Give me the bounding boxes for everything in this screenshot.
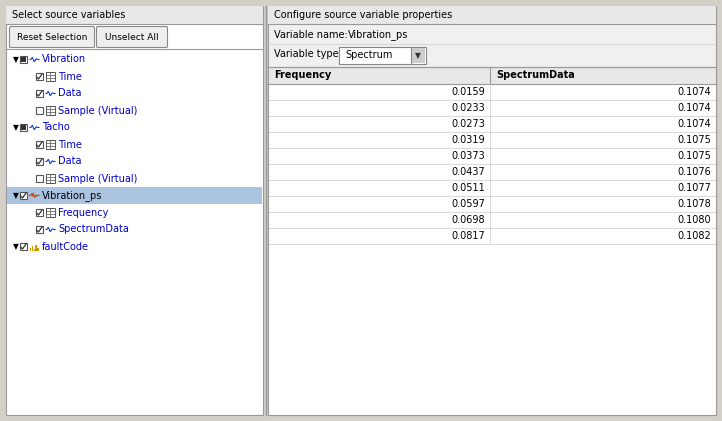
- Bar: [46, 174, 55, 183]
- Bar: [35, 73, 43, 80]
- Bar: [46, 208, 55, 217]
- Text: 0.1075: 0.1075: [677, 151, 711, 161]
- Bar: [20, 57, 25, 62]
- Text: 0.1075: 0.1075: [677, 135, 711, 145]
- Bar: [35, 226, 43, 233]
- Bar: [19, 243, 27, 250]
- Text: SpectrumData: SpectrumData: [496, 70, 575, 80]
- Text: 0.1077: 0.1077: [677, 183, 711, 193]
- FancyBboxPatch shape: [339, 47, 426, 64]
- Bar: [46, 106, 55, 115]
- Text: 0.0159: 0.0159: [451, 87, 484, 97]
- Text: Unselect All: Unselect All: [105, 32, 159, 42]
- Bar: [268, 132, 716, 148]
- Text: Vibration_ps: Vibration_ps: [42, 190, 103, 201]
- Text: 0.1080: 0.1080: [677, 215, 711, 225]
- FancyBboxPatch shape: [9, 27, 95, 48]
- Text: 0.1082: 0.1082: [677, 231, 711, 241]
- Bar: [19, 124, 27, 131]
- Bar: [19, 56, 27, 63]
- Bar: [19, 192, 27, 199]
- Text: Sample (Virtual): Sample (Virtual): [58, 106, 137, 115]
- Bar: [35, 141, 43, 148]
- Bar: [35, 175, 43, 182]
- Bar: [34, 249, 35, 251]
- Text: faultCode: faultCode: [42, 242, 89, 251]
- Text: Variable name:: Variable name:: [274, 30, 348, 40]
- Text: 0.1076: 0.1076: [677, 167, 711, 177]
- Bar: [35, 209, 43, 216]
- Text: Frequency: Frequency: [274, 70, 331, 80]
- Text: 0.0273: 0.0273: [451, 119, 484, 129]
- Text: ▼: ▼: [415, 51, 421, 60]
- Text: Spectrum: Spectrum: [345, 51, 392, 61]
- Bar: [268, 228, 716, 244]
- Text: 0.0698: 0.0698: [451, 215, 484, 225]
- Text: 0.1074: 0.1074: [677, 119, 711, 129]
- Text: 0.1074: 0.1074: [677, 103, 711, 113]
- Text: SpectrumData: SpectrumData: [58, 224, 129, 234]
- Bar: [6, 6, 263, 24]
- Bar: [35, 158, 43, 165]
- Bar: [268, 148, 716, 164]
- Text: ▼: ▼: [13, 123, 19, 132]
- Text: 0.1078: 0.1078: [677, 199, 711, 209]
- Text: ▼: ▼: [13, 242, 19, 251]
- Text: 0.0437: 0.0437: [451, 167, 484, 177]
- Text: Select source variables: Select source variables: [12, 10, 126, 20]
- Bar: [46, 72, 55, 81]
- Text: 0.0817: 0.0817: [451, 231, 484, 241]
- Bar: [268, 100, 716, 116]
- Bar: [268, 6, 716, 24]
- Text: Sample (Virtual): Sample (Virtual): [58, 173, 137, 184]
- Text: Data: Data: [58, 157, 82, 166]
- Bar: [6, 6, 263, 415]
- Bar: [35, 245, 37, 251]
- Bar: [411, 48, 425, 63]
- Text: Vibration: Vibration: [42, 54, 86, 64]
- Text: ▼: ▼: [13, 191, 19, 200]
- Text: Configure source variable properties: Configure source variable properties: [274, 10, 452, 20]
- Text: Data: Data: [58, 88, 82, 99]
- Text: 0.0373: 0.0373: [451, 151, 484, 161]
- Bar: [268, 116, 716, 132]
- Text: ▼: ▼: [13, 55, 19, 64]
- Text: Time: Time: [58, 72, 82, 82]
- Bar: [32, 246, 33, 251]
- Bar: [268, 212, 716, 228]
- Bar: [30, 248, 31, 251]
- FancyBboxPatch shape: [97, 27, 168, 48]
- Bar: [35, 107, 43, 114]
- Text: Variable type: Variable type: [274, 49, 339, 59]
- Bar: [268, 164, 716, 180]
- Bar: [20, 125, 25, 130]
- Text: Time: Time: [58, 139, 82, 149]
- Text: 0.0511: 0.0511: [451, 183, 484, 193]
- Text: 0.0319: 0.0319: [451, 135, 484, 145]
- Text: 0.0597: 0.0597: [451, 199, 484, 209]
- Bar: [268, 6, 716, 415]
- Text: Frequency: Frequency: [58, 208, 108, 218]
- Text: Reset Selection: Reset Selection: [17, 32, 87, 42]
- Bar: [268, 84, 716, 100]
- Text: 0.0233: 0.0233: [451, 103, 484, 113]
- Bar: [268, 244, 716, 415]
- Bar: [268, 180, 716, 196]
- Bar: [268, 196, 716, 212]
- Bar: [7, 187, 262, 204]
- Bar: [268, 67, 716, 84]
- Text: Tacho: Tacho: [42, 123, 70, 133]
- Text: 0.1074: 0.1074: [677, 87, 711, 97]
- Text: Vibration_ps: Vibration_ps: [348, 29, 409, 40]
- Bar: [35, 90, 43, 97]
- Bar: [46, 140, 55, 149]
